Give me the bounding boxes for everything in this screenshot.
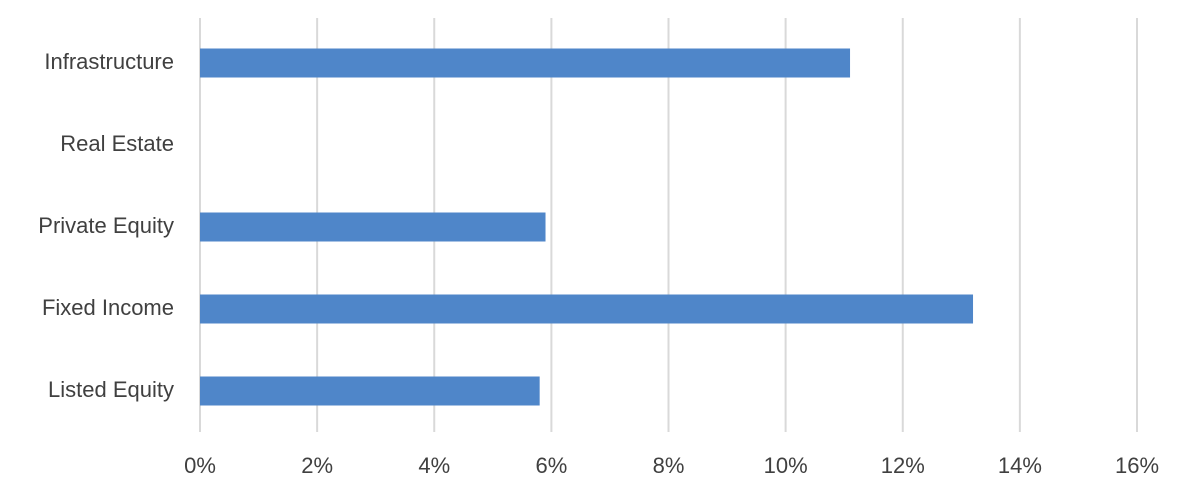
x-tick-label: 0% bbox=[184, 453, 216, 478]
x-tick-label: 16% bbox=[1115, 453, 1159, 478]
y-tick-label: Real Estate bbox=[60, 131, 174, 156]
x-tick-label: 14% bbox=[998, 453, 1042, 478]
y-tick-label: Infrastructure bbox=[44, 49, 174, 74]
x-tick-label: 4% bbox=[418, 453, 450, 478]
x-tick-label: 2% bbox=[301, 453, 333, 478]
x-tick-label: 10% bbox=[764, 453, 808, 478]
y-tick-label: Fixed Income bbox=[42, 295, 174, 320]
y-tick-label: Private Equity bbox=[38, 213, 174, 238]
x-tick-label: 8% bbox=[653, 453, 685, 478]
bar bbox=[200, 294, 974, 324]
bar bbox=[200, 48, 851, 78]
x-tick-label: 12% bbox=[881, 453, 925, 478]
x-tick-label: 6% bbox=[535, 453, 567, 478]
bar bbox=[200, 376, 540, 406]
bar bbox=[200, 212, 546, 242]
y-tick-label: Listed Equity bbox=[48, 377, 174, 402]
